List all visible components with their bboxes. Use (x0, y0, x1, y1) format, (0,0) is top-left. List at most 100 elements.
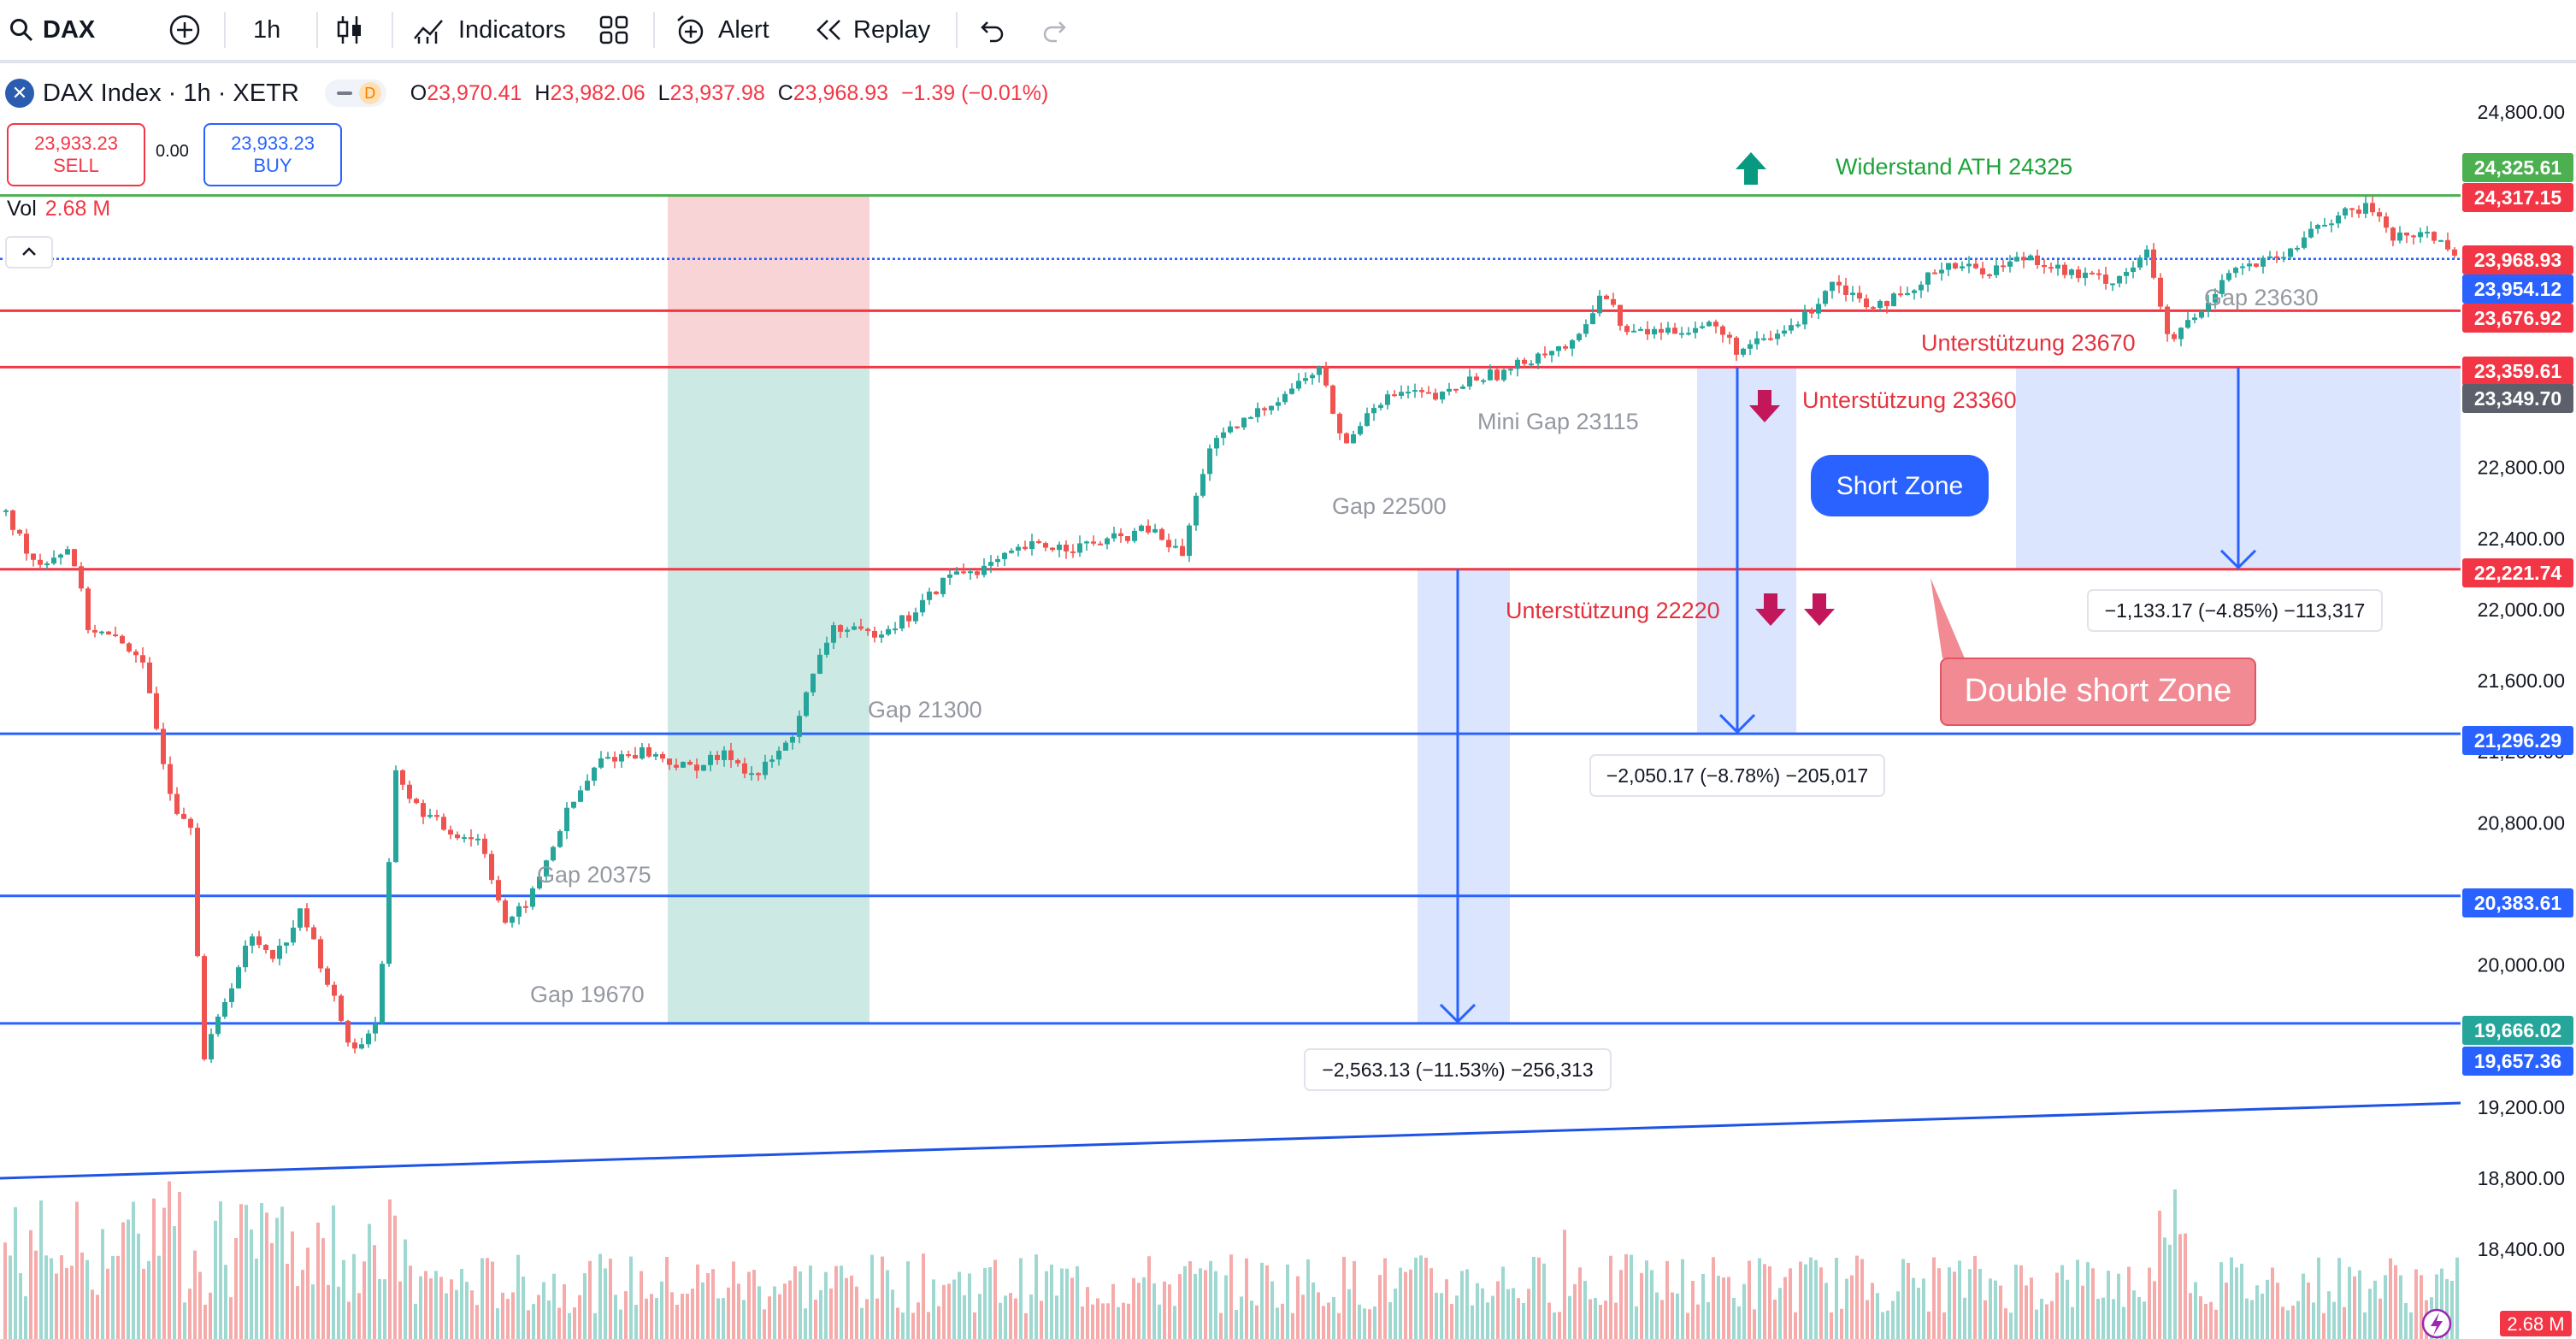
double-short-callout[interactable]: Double short Zone (1931, 578, 2256, 726)
candle-body (79, 566, 84, 589)
candle-body (51, 557, 56, 563)
candle-body (2144, 249, 2149, 258)
volume-bar (1091, 1304, 1094, 1339)
toolbar-divider (392, 12, 393, 48)
volume-bar (2440, 1268, 2443, 1339)
candle-body (99, 631, 104, 634)
volume-bar (1963, 1297, 1966, 1339)
volume-bar (1630, 1254, 1633, 1339)
candle-body (1029, 540, 1035, 550)
candle-body (2007, 261, 2013, 267)
volume-bar (1204, 1270, 1207, 1339)
volume-bar (178, 1192, 181, 1339)
candle-body (1358, 426, 1363, 434)
price-chart[interactable]: −1,133.17 (−4.85%) −113,317 −2,050.17 (−8… (0, 63, 2576, 1339)
volume-bar (2225, 1283, 2228, 1339)
volume-bar (2399, 1275, 2402, 1339)
volume-bar (75, 1201, 79, 1339)
candle-body (1139, 525, 1144, 531)
candle-body (1830, 281, 1835, 292)
stop-loss-zone (668, 195, 869, 368)
candle-body (537, 876, 542, 888)
volume-bar (14, 1206, 17, 1339)
candle-body (1467, 376, 1472, 387)
volume-bar (1014, 1298, 1017, 1339)
candle-body (1973, 263, 1978, 268)
symbol-title[interactable]: DAX Index · 1h · XETR (43, 79, 299, 107)
redo-button[interactable] (1041, 0, 1070, 60)
candle-body (1782, 330, 1787, 334)
sell-button[interactable]: 23,933.23 SELL (7, 123, 145, 186)
price-badge-bg (2462, 304, 2573, 333)
candle-body (1084, 541, 1089, 544)
candle-body (140, 655, 145, 663)
measure-arrow-1-head (2219, 549, 2257, 569)
chart-type-button[interactable] (335, 0, 364, 60)
candle-body (2021, 257, 2026, 261)
replay-button[interactable]: Replay (814, 0, 930, 60)
volume-bar (2055, 1272, 2059, 1339)
double-short-text: Double short Zone (1965, 673, 2232, 709)
candle-body (886, 628, 891, 635)
volume-bar (1912, 1277, 1915, 1339)
down-arrow-icon (1755, 593, 1786, 626)
price-badge: 23,954.12 (2462, 274, 2573, 304)
volume-bar (1040, 1301, 1043, 1339)
short-zone-callout[interactable]: Short Zone (1811, 455, 1989, 516)
symbol-search[interactable]: DAX (9, 0, 95, 60)
indicators-button[interactable]: Indicators (412, 0, 566, 60)
candle-body (2055, 264, 2060, 269)
collapse-legend-button[interactable] (5, 236, 53, 268)
candle-body (2404, 232, 2409, 236)
volume-bar (1855, 1255, 1859, 1339)
volume-bar (2455, 1257, 2459, 1339)
volume-bar (1424, 1257, 1428, 1339)
volume-bar (829, 1289, 833, 1339)
volume-bar (1978, 1269, 1982, 1339)
layouts-button[interactable] (598, 0, 629, 60)
volume-bar (1188, 1260, 1192, 1339)
spread-value: 0.00 (156, 142, 189, 161)
volume-bar (1194, 1273, 1197, 1339)
candle-body (1412, 390, 1418, 392)
candle-body (1577, 333, 1582, 340)
compare-button[interactable] (168, 0, 202, 60)
volume-badge-bg (2500, 1311, 2572, 1336)
volume-bar (1891, 1301, 1895, 1339)
alert-button[interactable]: Alert (674, 0, 769, 60)
candle-body (1132, 530, 1137, 541)
volume-bar (1968, 1269, 1972, 1339)
candle-body (1098, 543, 1103, 546)
candle-body (2349, 208, 2355, 210)
candle-body (1241, 417, 1247, 428)
price-badge-bg (2462, 384, 2573, 413)
candle-body (1330, 385, 1335, 414)
volume-bar (357, 1293, 361, 1339)
candle-body (1508, 369, 1513, 371)
candle-body (1542, 353, 1547, 356)
lightning-icon[interactable] (2421, 1308, 2452, 1339)
undo-button[interactable] (976, 0, 1005, 60)
volume-bar (1199, 1268, 1202, 1339)
volume-bar (501, 1292, 504, 1339)
volume-bar (2143, 1301, 2146, 1339)
annotation-label: Gap 22500 (1332, 493, 1447, 519)
delay-badge[interactable]: D (324, 80, 386, 107)
volume-bar (1686, 1312, 1689, 1339)
volume-bar (1368, 1309, 1371, 1339)
price-badge: 23,349.70 (2462, 384, 2573, 413)
volume-bar (2307, 1282, 2310, 1339)
candle-body (2014, 257, 2019, 262)
volume-bar (1076, 1265, 1079, 1339)
interval-button[interactable]: 1h (253, 0, 280, 60)
buy-button[interactable]: 23,933.23 BUY (203, 123, 342, 186)
volume-bar (1578, 1267, 1582, 1339)
price-badge-text: 21,296.29 (2474, 729, 2561, 752)
volume-bar (650, 1294, 653, 1339)
candlestick-icon (337, 16, 361, 44)
volume-bar (486, 1258, 489, 1339)
candle-body (359, 1044, 364, 1049)
volume-bar (2445, 1278, 2449, 1339)
volume-bar (2091, 1268, 2095, 1339)
measure-label-1-text: −1,133.17 (−4.85%) −113,317 (2105, 599, 2366, 622)
